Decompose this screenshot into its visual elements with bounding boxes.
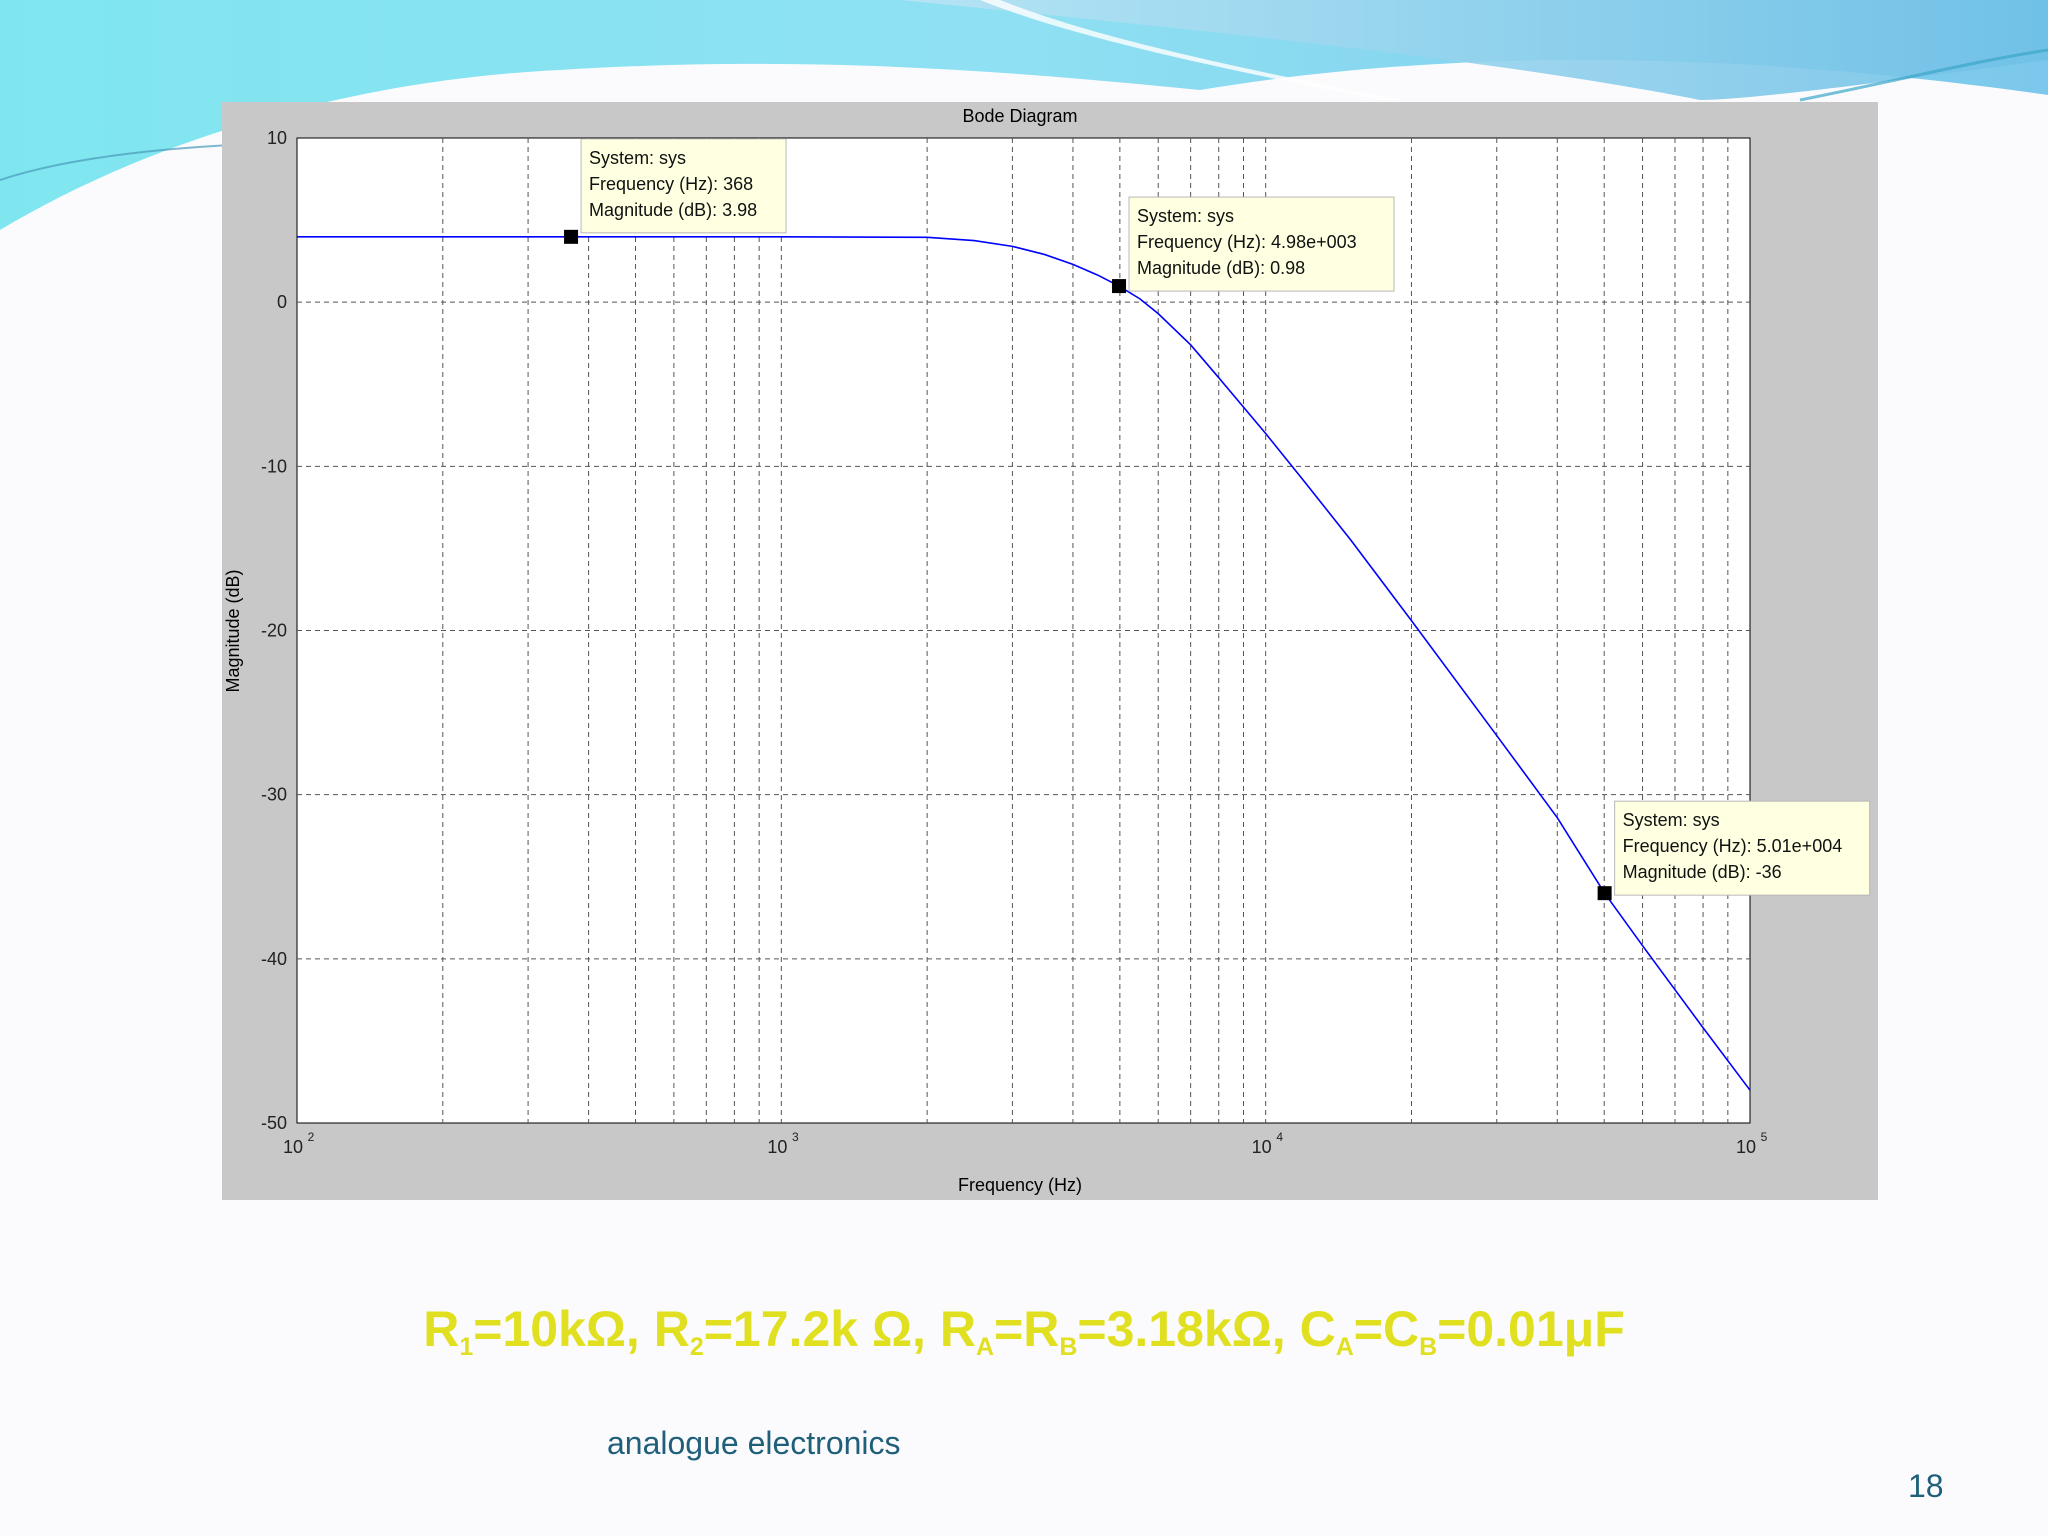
datatip-text: Magnitude (dB): -36	[1623, 862, 1782, 882]
datatip-text: System: sys	[589, 148, 686, 168]
page-number: 18	[1908, 1468, 1944, 1504]
datatip-box	[1614, 800, 1871, 896]
datatip-box	[1128, 196, 1395, 292]
datatip-text: Frequency (Hz): 368	[589, 174, 753, 194]
x-tick-exponent: 4	[1276, 1130, 1283, 1144]
x-tick-label: 10 4	[1252, 1130, 1284, 1157]
x-tick-label: 10 3	[767, 1130, 799, 1157]
y-tick-label: 10	[267, 128, 287, 148]
datatip-text: Magnitude (dB): 0.98	[1137, 258, 1305, 278]
x-axis-label: Frequency (Hz)	[958, 1175, 1082, 1195]
x-tick-label: 10 5	[1736, 1130, 1768, 1157]
magnitude-series-line	[297, 236, 1751, 1091]
component-values-formula: R1=10kΩ, R2=17.2k Ω, RA=RB=3.18kΩ, CA=CB…	[423, 1301, 1625, 1361]
x-tick-exponent: 2	[308, 1130, 315, 1144]
x-tick-base: 10	[283, 1137, 303, 1157]
bode-plot: Bode Diagram Frequency (Hz) Magnitude (d…	[223, 106, 1871, 1195]
x-tick-base: 10	[1736, 1137, 1756, 1157]
axis-ticks: 10 0 -10 -20 -30 -40 -50 10 2 10 3 10 4 10 5	[261, 128, 1768, 1157]
chart-title: Bode Diagram	[962, 106, 1077, 126]
x-tick-exponent: 5	[1761, 1130, 1768, 1144]
datatip: System: sys Frequency (Hz): 4.98e+003 Magn…	[1112, 196, 1395, 294]
header-wave-decoration	[0, 0, 2048, 230]
y-tick-label: 0	[277, 292, 287, 312]
datatip-marker	[564, 229, 579, 244]
y-tick-label: -40	[261, 949, 287, 969]
y-axis-label: Magnitude (dB)	[223, 569, 243, 692]
datatip-text: Frequency (Hz): 5.01e+004	[1623, 836, 1843, 856]
y-tick-label: -10	[261, 456, 287, 476]
datatip: System: sys Frequency (Hz): 368 Magnitude …	[564, 138, 787, 244]
x-tick-base: 10	[1252, 1137, 1272, 1157]
datatip-marker	[1112, 279, 1127, 294]
x-tick-label: 10 2	[283, 1130, 315, 1157]
datatip-text: System: sys	[1623, 810, 1720, 830]
bode-chart-panel: Bode Diagram Frequency (Hz) Magnitude (d…	[222, 102, 1878, 1200]
y-tick-label: -20	[261, 621, 287, 641]
x-tick-exponent: 3	[792, 1130, 799, 1144]
series-group	[297, 236, 1751, 1091]
y-tick-label: -50	[261, 1113, 287, 1133]
y-tick-label: -30	[261, 785, 287, 805]
datatip: System: sys Frequency (Hz): 5.01e+004 Magn…	[1597, 800, 1871, 901]
grid-lines	[297, 138, 1750, 1123]
datatip-box	[580, 138, 787, 234]
footer-text: analogue electronics	[607, 1425, 901, 1461]
datatips-group: System: sys Frequency (Hz): 368 Magnitude …	[564, 138, 1871, 901]
datatip-text: System: sys	[1137, 206, 1234, 226]
datatip-text: Frequency (Hz): 4.98e+003	[1137, 232, 1357, 252]
datatip-marker	[1597, 886, 1612, 901]
x-tick-base: 10	[767, 1137, 787, 1157]
datatip-text: Magnitude (dB): 3.98	[589, 200, 757, 220]
